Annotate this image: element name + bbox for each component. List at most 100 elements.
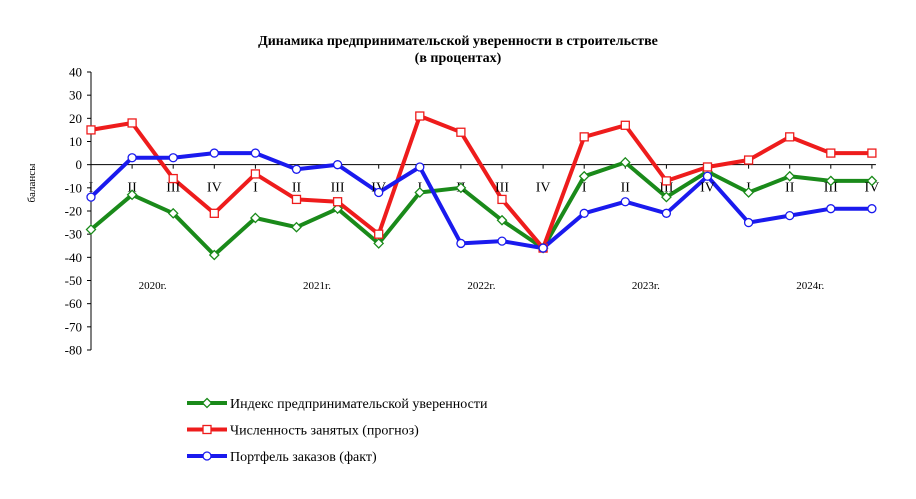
chart-title-block: Динамика предпринимательской уверенности… [0, 33, 916, 67]
data-point-series-3 [702, 171, 713, 181]
data-point-series-1 [743, 187, 755, 198]
y-tick-label: -20 [65, 204, 82, 219]
chart-subtitle: (в процентах) [414, 51, 502, 66]
data-point-series-1 [85, 224, 97, 235]
y-tick-label: 0 [76, 157, 83, 172]
legend-label-1: Индекс предпринимательской уверенности [230, 397, 488, 412]
data-point-series-3 [415, 162, 425, 172]
data-point-series-1 [784, 170, 796, 182]
data-point-series-3 [456, 238, 466, 249]
year-label: 2022г. [467, 280, 495, 292]
data-point-series-1 [619, 156, 631, 168]
series-line-2 [89, 114, 874, 251]
y-axis-label: балансы [26, 163, 38, 203]
legend-label-3: Портфель заказов (факт) [230, 450, 377, 465]
data-point-series-1 [660, 191, 672, 203]
y-tick-label: -60 [65, 296, 82, 311]
data-point-series-3 [743, 217, 754, 228]
x-tick-label: III [495, 181, 509, 196]
y-tick-label: 20 [69, 111, 82, 126]
data-point-series-2 [250, 169, 261, 179]
x-tick-label: III [166, 181, 180, 196]
data-point-series-3 [661, 208, 672, 218]
x-tick-label: II [621, 181, 631, 196]
data-point-series-2 [332, 197, 343, 207]
data-point-series-1 [866, 175, 878, 187]
legend-label-2: Численность занятых (прогноз) [230, 424, 419, 439]
y-tick-label: -50 [65, 273, 82, 288]
data-point-series-1 [167, 207, 179, 219]
data-point-series-3 [785, 210, 795, 221]
x-tick-label: I [582, 181, 587, 196]
year-label: 2020г. [139, 280, 167, 292]
data-point-series-2 [415, 111, 425, 121]
data-point-series-1 [208, 249, 220, 261]
y-tick-label: -10 [65, 180, 82, 195]
x-tick-label: II [127, 181, 137, 196]
x-tick-label: IV [536, 181, 551, 196]
y-tick-label: 10 [69, 134, 82, 149]
data-point-series-2 [579, 132, 589, 142]
data-point-series-3 [250, 148, 261, 158]
y-tick-label: -70 [65, 319, 82, 334]
data-point-series-3 [620, 197, 630, 207]
data-point-series-3 [291, 164, 302, 174]
data-point-series-2 [456, 127, 466, 137]
legend-marker-3 [202, 451, 212, 461]
y-tick-label: -30 [65, 227, 82, 242]
y-tick-label: 40 [69, 65, 82, 80]
data-point-series-3 [127, 153, 137, 163]
data-point-series-1 [291, 221, 302, 233]
data-point-series-2 [86, 125, 96, 135]
data-point-series-1 [373, 238, 385, 249]
data-point-series-1 [249, 212, 261, 224]
data-point-series-3 [579, 208, 589, 218]
y-tick-label: -40 [65, 250, 82, 265]
data-point-series-3 [538, 243, 548, 253]
x-tick-label: IV [865, 181, 880, 196]
x-tick-label: I [89, 181, 94, 196]
data-point-series-1 [126, 189, 138, 201]
data-point-series-3 [374, 187, 384, 198]
x-tick-label: II [785, 181, 795, 196]
legend-marker-1 [201, 397, 213, 409]
year-label: 2021г. [303, 280, 331, 292]
x-tick-label: II [292, 181, 302, 196]
chart-title: Динамика предпринимательской уверенности… [258, 34, 658, 49]
x-tick-label: III [824, 181, 838, 196]
y-tick-label: -80 [65, 343, 82, 358]
x-tick-label: I [253, 181, 258, 196]
data-point-series-1 [825, 175, 837, 187]
data-point-series-2 [785, 132, 795, 142]
data-point-series-2 [374, 229, 384, 239]
data-point-series-3 [168, 153, 178, 163]
data-point-series-1 [496, 214, 508, 226]
series-line-1 [89, 160, 874, 257]
data-point-series-3 [826, 204, 836, 214]
data-point-series-2 [867, 148, 877, 158]
year-label: 2024г. [796, 280, 824, 292]
data-point-series-3 [86, 192, 96, 202]
data-point-series-1 [455, 182, 467, 194]
data-point-series-2 [291, 194, 302, 205]
year-label: 2023г. [632, 280, 660, 292]
y-tick-label: 30 [69, 88, 82, 103]
data-point-series-1 [414, 187, 426, 198]
data-point-series-2 [127, 118, 137, 128]
data-point-series-2 [661, 176, 672, 186]
legend-marker-2 [202, 424, 212, 435]
data-point-series-1 [578, 170, 590, 182]
data-point-series-2 [826, 148, 836, 158]
x-tick-label: IV [700, 181, 715, 196]
data-point-series-3 [497, 236, 507, 246]
data-point-series-2 [209, 208, 219, 218]
data-point-series-1 [332, 203, 344, 215]
data-point-series-3 [209, 148, 219, 158]
data-point-series-3 [867, 204, 877, 214]
data-point-series-2 [743, 155, 754, 165]
x-tick-label: III [331, 181, 345, 196]
data-point-series-3 [332, 160, 343, 170]
x-tick-label: IV [207, 181, 222, 196]
data-point-series-2 [620, 120, 630, 130]
